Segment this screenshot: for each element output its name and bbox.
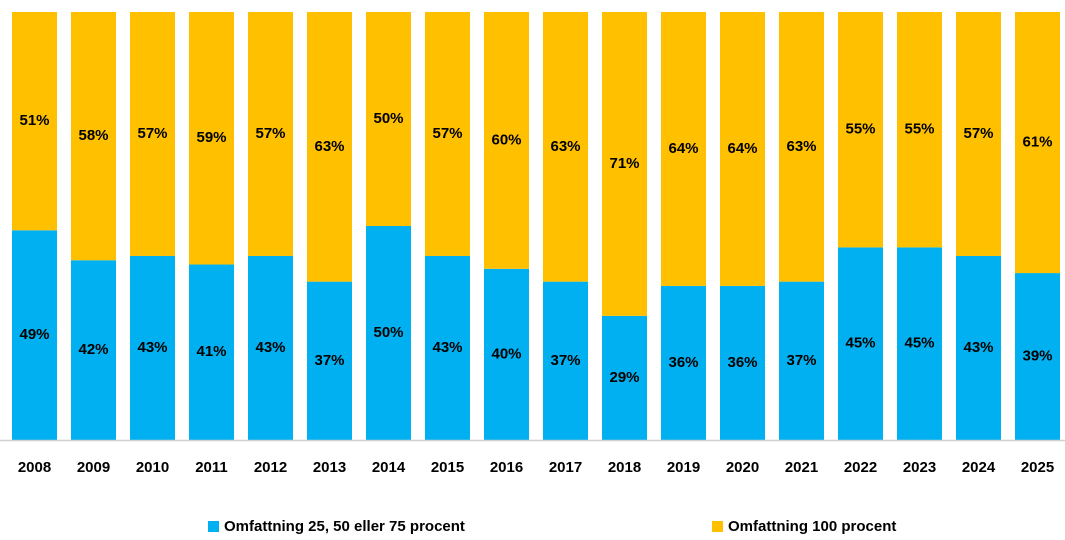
bar-segment	[366, 12, 411, 226]
data-label: 50%	[373, 110, 403, 127]
bar-segment	[307, 12, 352, 282]
data-label: 36%	[727, 354, 757, 371]
x-tick-label: 2014	[372, 459, 406, 476]
x-tick-label: 2013	[313, 459, 346, 476]
bar-segment	[484, 12, 529, 269]
x-tick-label: 2022	[844, 459, 877, 476]
data-label: 43%	[137, 339, 167, 356]
bar-segment	[897, 247, 942, 440]
data-label: 45%	[904, 335, 934, 352]
bar-segment	[779, 281, 824, 440]
data-label: 60%	[491, 131, 521, 148]
bar-segment	[307, 281, 352, 440]
bar-segment	[838, 247, 883, 440]
data-label: 57%	[137, 125, 167, 142]
data-label: 71%	[609, 155, 639, 172]
x-tick-label: 2016	[490, 459, 523, 476]
legend-swatch	[712, 521, 723, 532]
bar-segment	[956, 255, 1001, 440]
data-label: 49%	[19, 326, 49, 343]
bar-segment	[484, 268, 529, 440]
x-tick-label: 2018	[608, 459, 641, 476]
data-label: 63%	[786, 138, 816, 155]
bar-segment	[543, 12, 588, 282]
data-label: 63%	[314, 138, 344, 155]
data-label: 39%	[1022, 348, 1052, 365]
data-label: 37%	[786, 352, 816, 369]
data-label: 43%	[432, 339, 462, 356]
data-label: 64%	[727, 140, 757, 157]
data-label: 42%	[78, 341, 108, 358]
data-label: 57%	[963, 125, 993, 142]
bar-segment	[130, 12, 175, 256]
x-tick-label: 2010	[136, 459, 169, 476]
bar-segment	[12, 230, 57, 440]
data-label: 64%	[668, 140, 698, 157]
x-tick-label: 2012	[254, 459, 287, 476]
data-label: 57%	[432, 125, 462, 142]
bar-segment	[956, 12, 1001, 256]
bar-segment	[661, 285, 706, 440]
x-tick-label: 2020	[726, 459, 759, 476]
bar-segment	[838, 12, 883, 248]
bar-segment	[543, 281, 588, 440]
x-tick-label: 2025	[1021, 459, 1054, 476]
bar-segment	[1015, 273, 1060, 440]
bar-segment	[12, 12, 57, 231]
legend-swatch	[208, 521, 219, 532]
legend-label: Omfattning 100 procent	[728, 518, 896, 535]
data-label: 50%	[373, 324, 403, 341]
data-label: 58%	[78, 127, 108, 144]
data-label: 45%	[845, 335, 875, 352]
bar-segment	[602, 12, 647, 316]
data-label: 59%	[196, 129, 226, 146]
bar-segment	[366, 226, 411, 440]
data-label: 29%	[609, 369, 639, 386]
bar-segment	[71, 12, 116, 261]
bar-segment	[425, 12, 470, 256]
data-label: 63%	[550, 138, 580, 155]
data-label: 36%	[668, 354, 698, 371]
bar-segment	[189, 264, 234, 440]
data-label: 41%	[196, 343, 226, 360]
bar-segment	[1015, 12, 1060, 274]
bar-segment	[248, 12, 293, 256]
bar-segment	[425, 255, 470, 440]
data-label: 43%	[963, 339, 993, 356]
bar-segment	[602, 315, 647, 440]
x-tick-label: 2008	[18, 459, 51, 476]
data-label: 40%	[491, 345, 521, 362]
data-label: 37%	[550, 352, 580, 369]
data-label: 55%	[845, 121, 875, 138]
bar-segment	[720, 12, 765, 286]
data-label: 55%	[904, 121, 934, 138]
data-label: 61%	[1022, 134, 1052, 151]
bar-segment	[248, 255, 293, 440]
x-tick-label: 2023	[903, 459, 936, 476]
bar-segment	[130, 255, 175, 440]
x-tick-label: 2019	[667, 459, 700, 476]
bar-segment	[71, 260, 116, 440]
x-tick-label: 2024	[962, 459, 996, 476]
x-tick-label: 2021	[785, 459, 818, 476]
data-label: 43%	[255, 339, 285, 356]
bar-segment	[779, 12, 824, 282]
x-tick-label: 2011	[195, 459, 228, 476]
data-label: 37%	[314, 352, 344, 369]
bar-segment	[720, 285, 765, 440]
bar-segment	[189, 12, 234, 265]
bar-segment	[661, 12, 706, 286]
x-tick-label: 2015	[431, 459, 464, 476]
x-tick-label: 2009	[77, 459, 110, 476]
data-label: 57%	[255, 125, 285, 142]
legend-label: Omfattning 25, 50 eller 75 procent	[224, 518, 465, 535]
bar-segment	[897, 12, 942, 248]
data-label: 51%	[19, 112, 49, 129]
x-tick-label: 2017	[549, 459, 582, 476]
